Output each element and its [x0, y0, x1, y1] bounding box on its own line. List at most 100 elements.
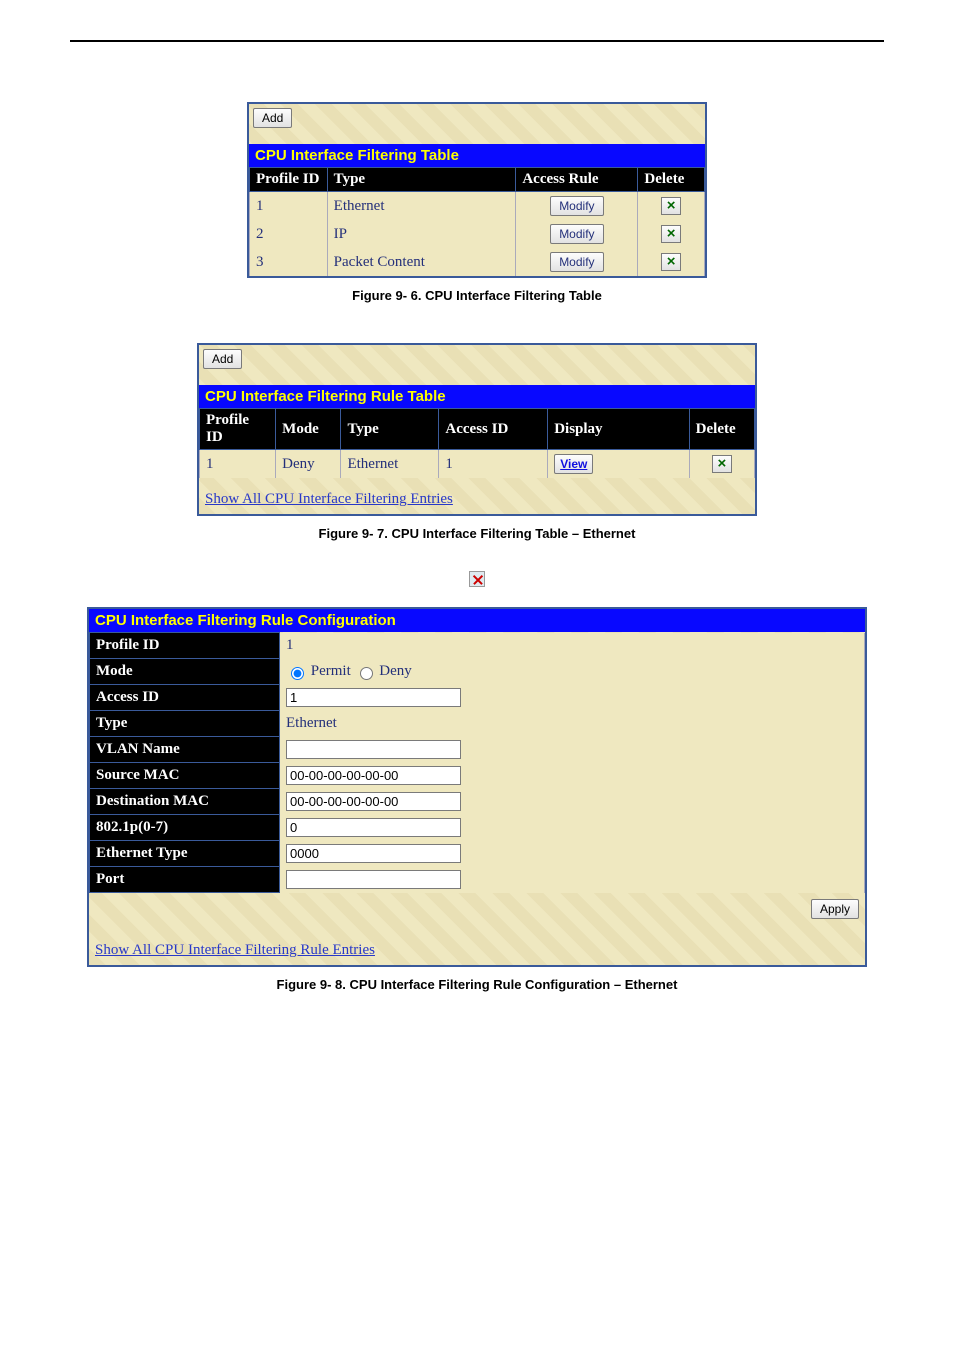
- access-id-cell: 1: [439, 450, 548, 479]
- form-row: Ethernet Type: [90, 841, 865, 867]
- delete-cell: ×: [689, 450, 754, 479]
- form-label: VLAN Name: [90, 737, 280, 763]
- form-value-cell: [280, 789, 865, 815]
- text-input[interactable]: [286, 688, 461, 707]
- access-rule-cell: Modify: [516, 220, 638, 248]
- form-value-cell: [280, 685, 865, 711]
- form-label: Access ID: [90, 685, 280, 711]
- delete-button[interactable]: ×: [661, 225, 681, 243]
- profile-id-cell: 3: [250, 248, 328, 276]
- form-value-cell: Permit Deny: [280, 659, 865, 685]
- form-row: 802.1p(0-7): [90, 815, 865, 841]
- form-value-cell: [280, 867, 865, 893]
- access-rule-cell: Modify: [516, 192, 638, 221]
- form-row: Source MAC: [90, 763, 865, 789]
- modify-button[interactable]: Modify: [550, 224, 603, 244]
- table2-title: CPU Interface Filtering Rule Table: [199, 385, 755, 408]
- form-value-cell: [280, 841, 865, 867]
- table-header: Display: [548, 409, 689, 450]
- radio-permit[interactable]: [291, 667, 304, 680]
- type-cell: Ethernet: [327, 192, 516, 221]
- broken-image-icon: [469, 571, 485, 587]
- text-input[interactable]: [286, 818, 461, 837]
- display-cell: View: [548, 450, 689, 479]
- show-all-filtering-link[interactable]: Show All CPU Interface Filtering Entries: [205, 491, 453, 507]
- radio-label: Deny: [376, 663, 412, 679]
- type-cell: IP: [327, 220, 516, 248]
- form-label: Type: [90, 711, 280, 737]
- text-input[interactable]: [286, 870, 461, 889]
- form-row: Profile ID1: [90, 633, 865, 659]
- rule-config-form: Profile ID1Mode Permit Deny Access IDTyp…: [89, 632, 865, 893]
- profile-id-cell: 1: [250, 192, 328, 221]
- form-label: Source MAC: [90, 763, 280, 789]
- delete-button[interactable]: ×: [661, 197, 681, 215]
- rule-config-panel: CPU Interface Filtering Rule Configurati…: [87, 607, 867, 967]
- text-input[interactable]: [286, 766, 461, 785]
- form-label: Ethernet Type: [90, 841, 280, 867]
- table-header: Profile ID: [200, 409, 276, 450]
- form-label: Destination MAC: [90, 789, 280, 815]
- show-all-rule-link[interactable]: Show All CPU Interface Filtering Rule En…: [95, 942, 375, 958]
- form-row: Mode Permit Deny: [90, 659, 865, 685]
- delete-cell: ×: [638, 248, 705, 276]
- form-value-cell: [280, 737, 865, 763]
- modify-button[interactable]: Modify: [550, 196, 603, 216]
- form-value-cell: [280, 815, 865, 841]
- table-header: Type: [341, 409, 439, 450]
- modify-button[interactable]: Modify: [550, 252, 603, 272]
- text-input[interactable]: [286, 792, 461, 811]
- figure-9-6-caption: Figure 9- 6. CPU Interface Filtering Tab…: [70, 288, 884, 303]
- table-row: 3Packet Content Modify ×: [250, 248, 705, 276]
- profile-id-cell: 1: [200, 450, 276, 479]
- form-label: Port: [90, 867, 280, 893]
- form-row: TypeEthernet: [90, 711, 865, 737]
- delete-cell: ×: [638, 220, 705, 248]
- table-row: 1DenyEthernet1View×: [200, 450, 755, 479]
- add-button[interactable]: Add: [253, 108, 292, 128]
- radio-label: Permit: [307, 663, 355, 679]
- type-cell: Ethernet: [341, 450, 439, 479]
- access-rule-cell: Modify: [516, 248, 638, 276]
- filtering-rule-table-panel: Add CPU Interface Filtering Rule Table P…: [197, 343, 757, 516]
- text-input[interactable]: [286, 740, 461, 759]
- type-cell: Packet Content: [327, 248, 516, 276]
- table-header: Delete: [689, 409, 754, 450]
- table1-title: CPU Interface Filtering Table: [249, 144, 705, 167]
- page-rule: [70, 40, 884, 42]
- table-header: Type: [327, 168, 516, 192]
- filtering-table: Profile IDTypeAccess RuleDelete 1Etherne…: [249, 167, 705, 276]
- form-row: VLAN Name: [90, 737, 865, 763]
- apply-button[interactable]: Apply: [811, 899, 859, 919]
- table-header: Profile ID: [250, 168, 328, 192]
- text-input[interactable]: [286, 844, 461, 863]
- table-header: Access Rule: [516, 168, 638, 192]
- table-row: 1Ethernet Modify ×: [250, 192, 705, 221]
- table-row: 2IP Modify ×: [250, 220, 705, 248]
- figure-9-8-caption: Figure 9- 8. CPU Interface Filtering Rul…: [70, 977, 884, 992]
- delete-button[interactable]: ×: [661, 253, 681, 271]
- form-value-cell: Ethernet: [280, 711, 865, 737]
- profile-id-cell: 2: [250, 220, 328, 248]
- radio-deny[interactable]: [360, 667, 373, 680]
- figure-9-7-caption: Figure 9- 7. CPU Interface Filtering Tab…: [70, 526, 884, 541]
- table-header: Delete: [638, 168, 705, 192]
- form-label: Mode: [90, 659, 280, 685]
- filtering-table-panel: Add CPU Interface Filtering Table Profil…: [247, 102, 707, 278]
- delete-cell: ×: [638, 192, 705, 221]
- form-row: Destination MAC: [90, 789, 865, 815]
- delete-button[interactable]: ×: [712, 455, 732, 473]
- form-title: CPU Interface Filtering Rule Configurati…: [89, 609, 865, 632]
- form-label: Profile ID: [90, 633, 280, 659]
- form-label: 802.1p(0-7): [90, 815, 280, 841]
- form-value-cell: [280, 763, 865, 789]
- table-header: Mode: [276, 409, 341, 450]
- mode-cell: Deny: [276, 450, 341, 479]
- add-button[interactable]: Add: [203, 349, 242, 369]
- form-value-cell: 1: [280, 633, 865, 659]
- table-header: Access ID: [439, 409, 548, 450]
- form-row: Port: [90, 867, 865, 893]
- filtering-rule-table: Profile IDModeTypeAccess IDDisplayDelete…: [199, 408, 755, 478]
- view-button[interactable]: View: [554, 454, 593, 474]
- form-row: Access ID: [90, 685, 865, 711]
